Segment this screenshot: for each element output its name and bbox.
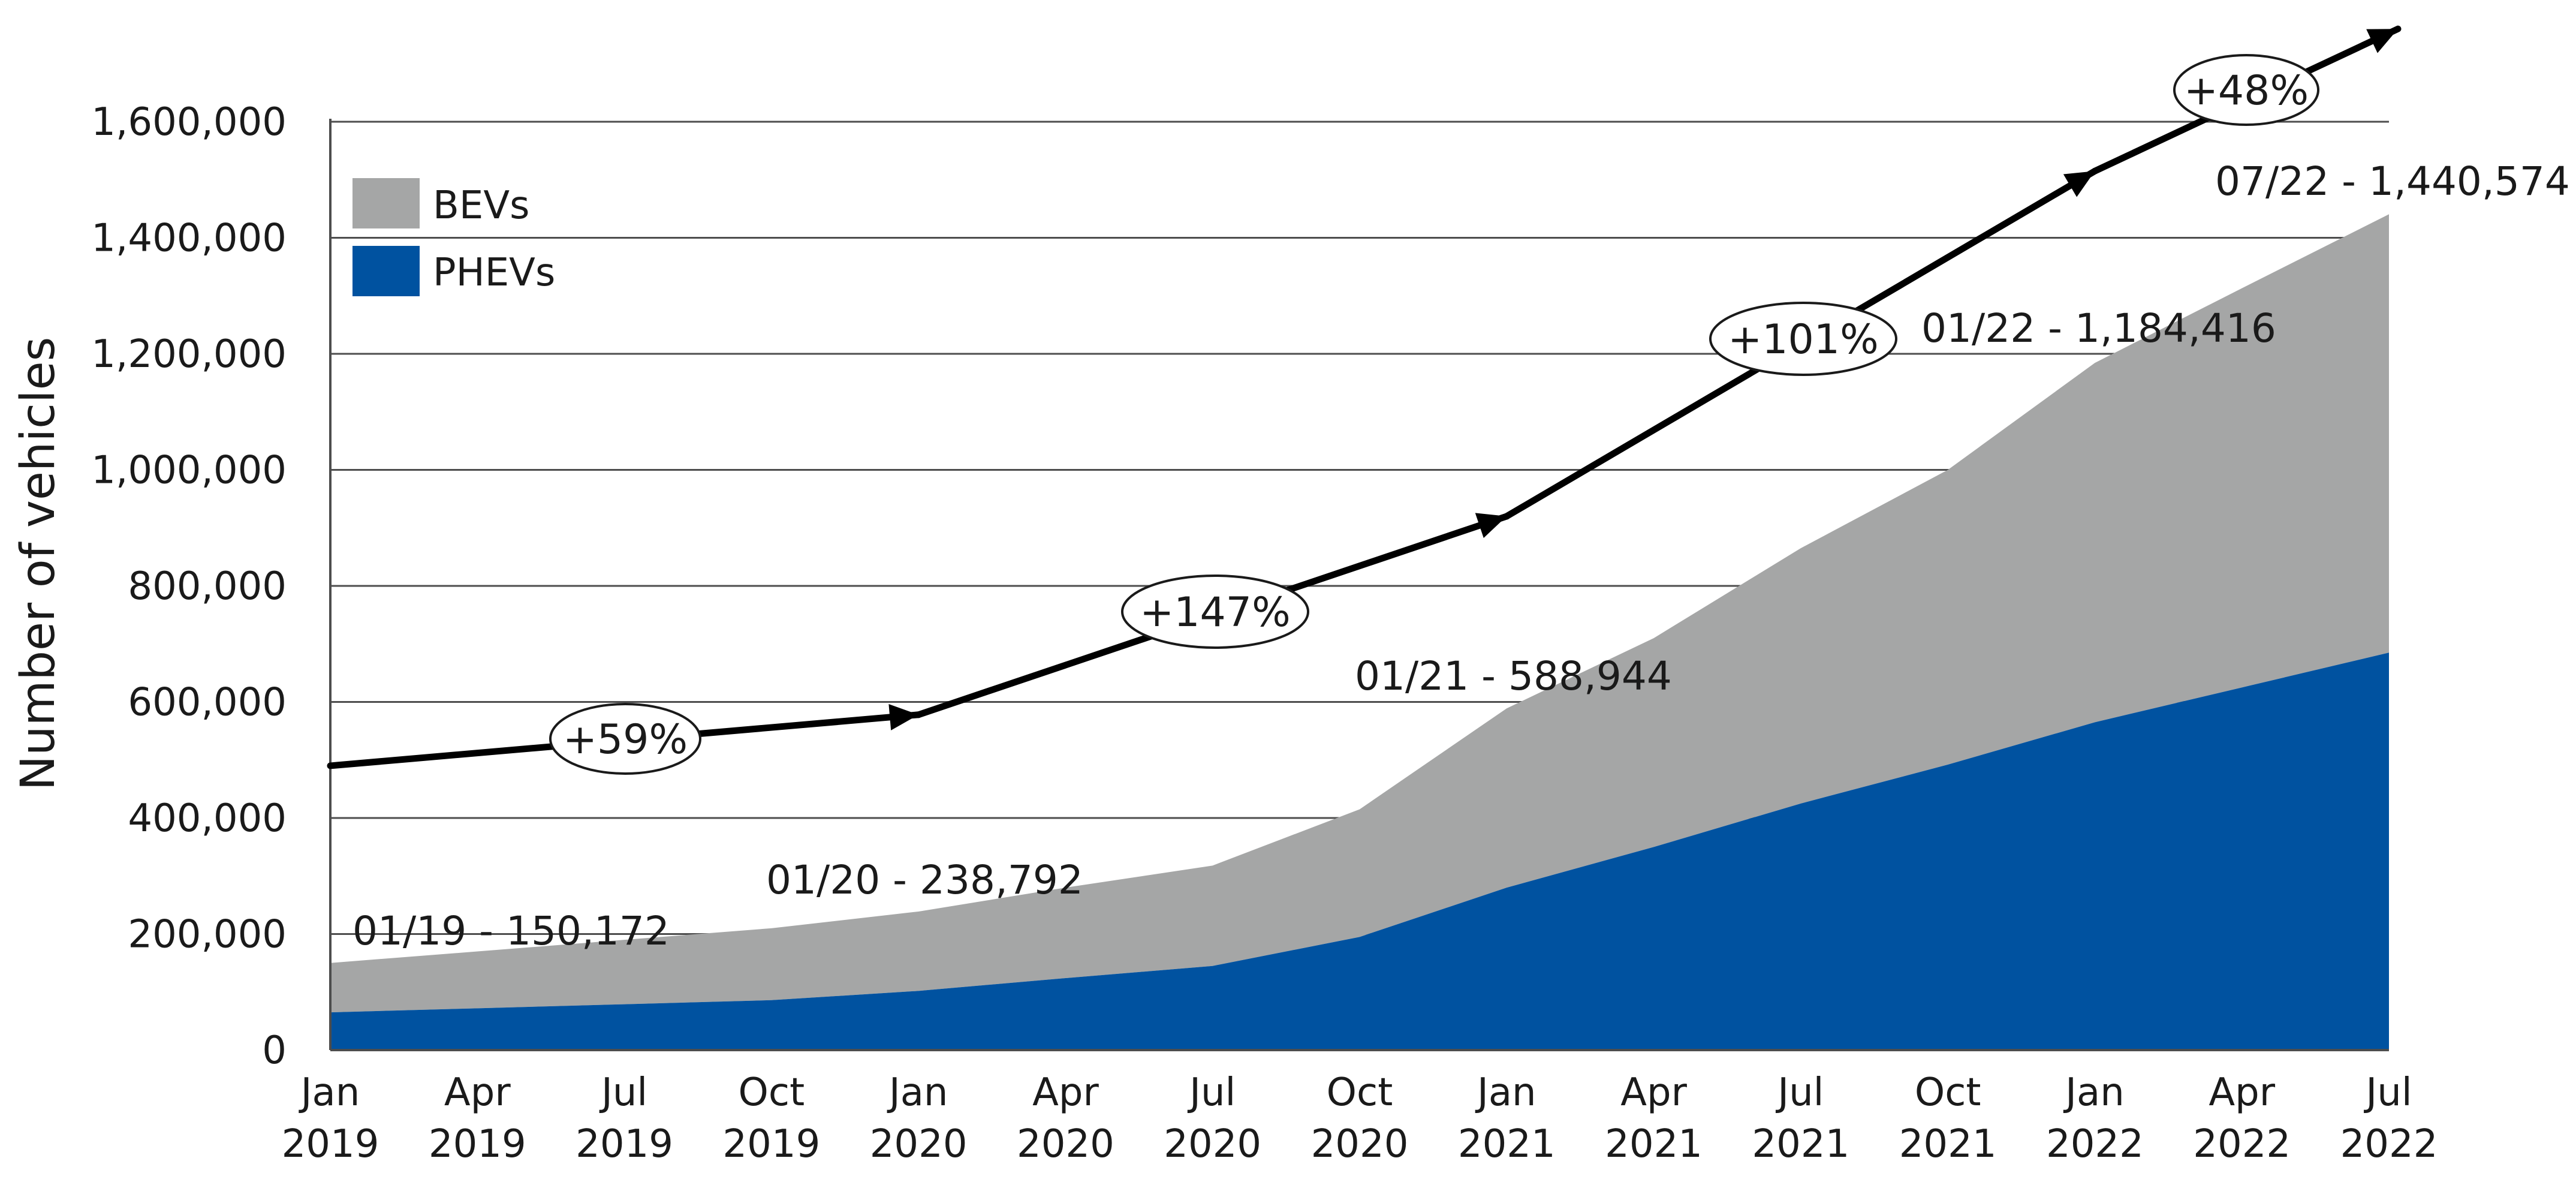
x-tick-month: Oct [1327,1070,1393,1115]
x-tick-month: Jan [1475,1070,1536,1115]
x-tick-year: 2019 [282,1122,379,1166]
total-label: 07/22 - 1,440,574 [2215,158,2570,204]
x-tick-month: Jul [1775,1070,1824,1115]
y-tick-label: 600,000 [128,681,287,725]
total-label: 01/22 - 1,184,416 [1921,305,2276,351]
x-tick-month: Apr [1620,1070,1687,1115]
x-tick-month: Apr [2209,1070,2275,1115]
area-series [330,214,2389,1050]
growth-label: +59% [563,716,688,763]
y-tick-label: 1,600,000 [91,100,287,145]
x-tick-year: 2022 [2193,1122,2291,1166]
total-label: 01/20 - 238,792 [766,857,1083,903]
x-tick-year: 2020 [1017,1122,1114,1166]
legend-label-bevs: BEVs [433,184,529,228]
y-tick-label: 800,000 [128,564,287,609]
growth-arrow-head [1475,513,1507,539]
y-tick-label: 1,000,000 [91,449,287,493]
x-tick-year: 2021 [1458,1122,1556,1166]
x-tick-month: Jul [2363,1070,2412,1115]
growth-label: +48% [2184,67,2309,115]
growth-bubble [549,703,701,775]
growth-bubble [1121,575,1309,649]
x-tick-year: 2019 [722,1122,820,1166]
growth-arrow: +59% +147% +101% +48% [327,25,2402,775]
legend-swatch-bevs [352,178,420,228]
legend-label-phevs: PHEVs [433,251,555,295]
growth-arrow-head [888,704,919,730]
x-tick-month: Jan [299,1070,360,1115]
y-tick-label: 0 [262,1028,287,1073]
x-tick-year: 2021 [1899,1122,1997,1166]
growth-bubble [1709,302,1897,376]
x-tick-year: 2020 [1164,1122,1261,1166]
x-tick-month: Apr [444,1070,511,1115]
gridlines [330,121,2389,935]
y-tick-label: 400,000 [128,796,287,841]
x-tick-year: 2022 [2340,1122,2438,1166]
legend: BEVs PHEVs [352,178,555,296]
x-tick-labels: Jan 2019 Apr 2019 Jul 2019 Oct 2019 Jan 2020 Apr 20… [282,1070,2438,1166]
x-tick-year: 2021 [1605,1122,1703,1166]
x-tick-year: 2019 [429,1122,526,1166]
x-tick-year: 2022 [2046,1122,2144,1166]
growth-label: +147% [1140,589,1290,636]
axes [329,119,2389,1051]
area-bevs [330,214,2389,1013]
total-label: 01/21 - 588,944 [1355,653,1672,699]
y-tick-label: 1,400,000 [91,216,287,261]
x-tick-year: 2021 [1752,1122,1849,1166]
x-tick-month: Jul [599,1070,647,1115]
x-tick-month: Oct [1915,1070,1981,1115]
growth-label: +101% [1728,316,1878,363]
area-phevs [330,652,2389,1050]
growth-arrow-head [2063,171,2095,197]
y-tick-label: 1,200,000 [91,332,287,377]
x-tick-month: Oct [739,1070,805,1115]
x-tick-month: Jan [887,1070,948,1115]
x-tick-year: 2020 [870,1122,968,1166]
total-label: 01/19 - 150,172 [352,908,670,954]
y-tick-label: 200,000 [128,913,287,957]
x-tick-month: Apr [1032,1070,1099,1115]
x-tick-month: Jan [2063,1070,2125,1115]
y-tick-labels: 0 200,000 400,000 600,000 800,000 1,000,000 1,… [91,100,287,1073]
growth-bubble [2173,54,2319,126]
total-labels: 01/19 - 150,172 01/20 - 238,792 01/21 - 58… [352,158,2570,954]
growth-arrow-head [2366,29,2398,53]
x-tick-year: 2020 [1311,1122,1409,1166]
x-tick-year: 2019 [576,1122,673,1166]
y-axis-title: Number of vehicles [11,337,65,791]
x-tick-month: Jul [1187,1070,1236,1115]
legend-swatch-phevs [352,246,420,296]
